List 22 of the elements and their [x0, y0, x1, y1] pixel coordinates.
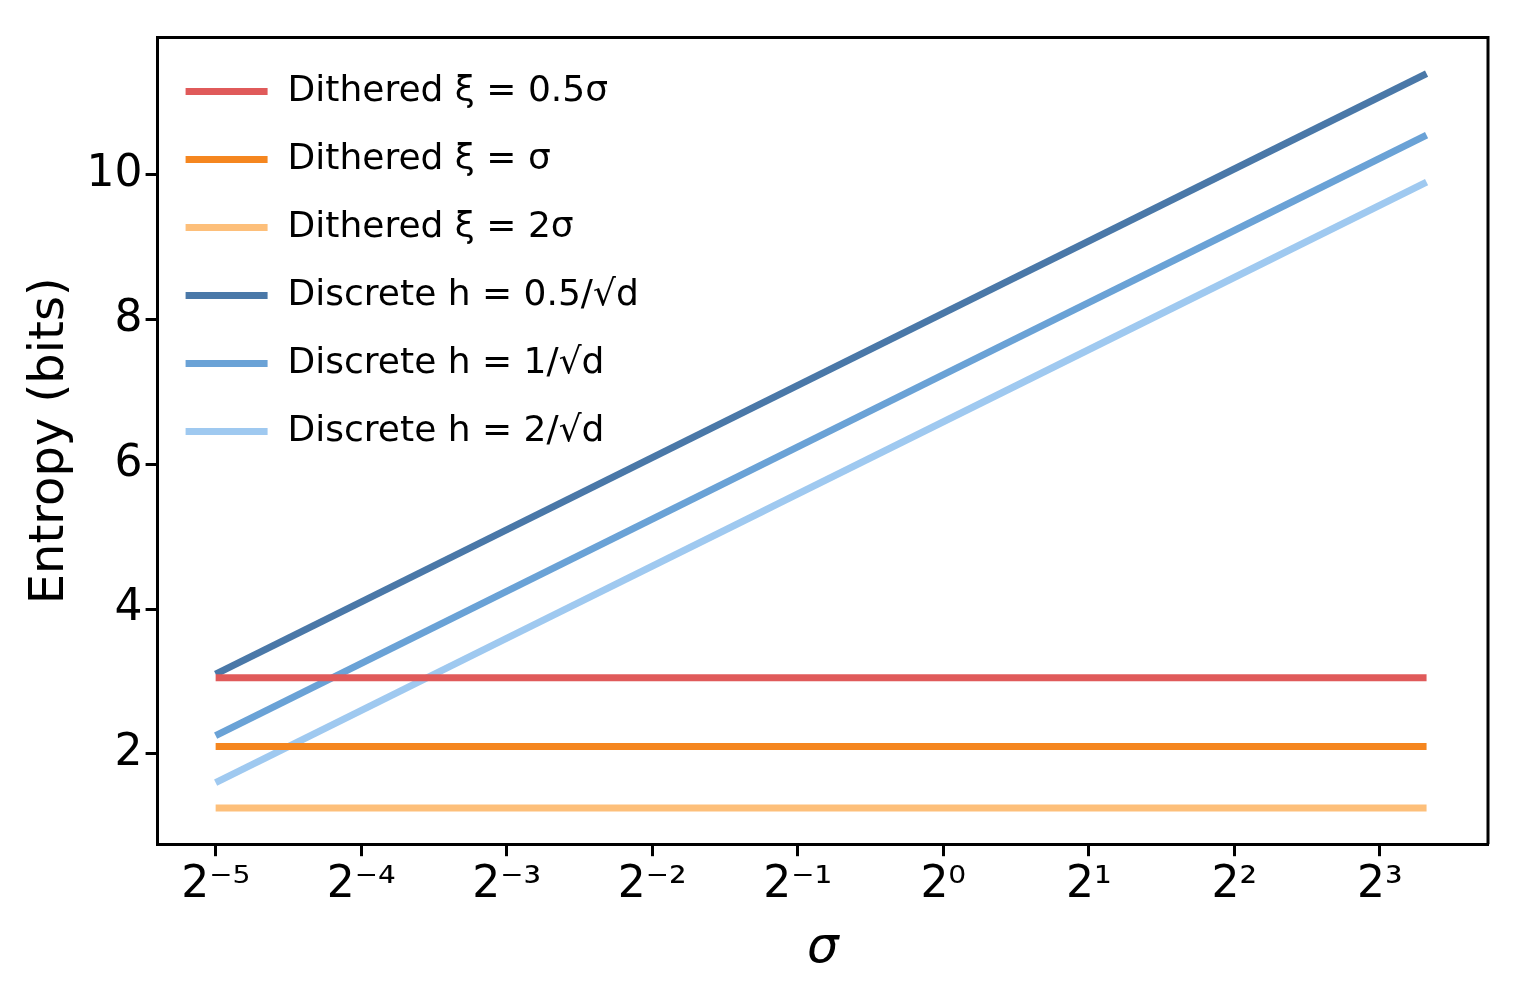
x-tick-label: 2⁻⁴	[326, 856, 396, 908]
y-tick-label: 2	[114, 724, 143, 776]
x-tick-label: 2⁰	[920, 856, 967, 908]
y-tick-label: 4	[114, 579, 143, 631]
legend-label: Dithered ξ = σ	[287, 135, 551, 177]
legend-label: Dithered ξ = 0.5σ	[287, 67, 609, 109]
y-axis-title: Entropy (bits)	[18, 277, 75, 605]
x-tick-label: 2⁻²	[617, 856, 687, 908]
x-tick-label: 2³	[1356, 856, 1403, 908]
y-tick-label: 6	[114, 434, 143, 486]
x-tick-label: 2¹	[1065, 856, 1112, 908]
x-tick-label: 2⁻⁵	[181, 856, 251, 908]
x-axis-title: σ	[806, 915, 840, 974]
y-tick-label: 10	[86, 145, 143, 197]
legend-label: Dithered ξ = 2σ	[287, 203, 574, 245]
x-tick-label: 2⁻¹	[763, 856, 833, 908]
x-tick-label: 2²	[1211, 856, 1258, 908]
legend-label: Discrete h = 2/√d	[287, 407, 605, 449]
legend-label: Discrete h = 1/√d	[287, 339, 605, 381]
x-tick-label: 2⁻³	[472, 856, 542, 908]
y-tick-label: 8	[114, 290, 143, 342]
legend-label: Discrete h = 0.5/√d	[287, 271, 639, 313]
